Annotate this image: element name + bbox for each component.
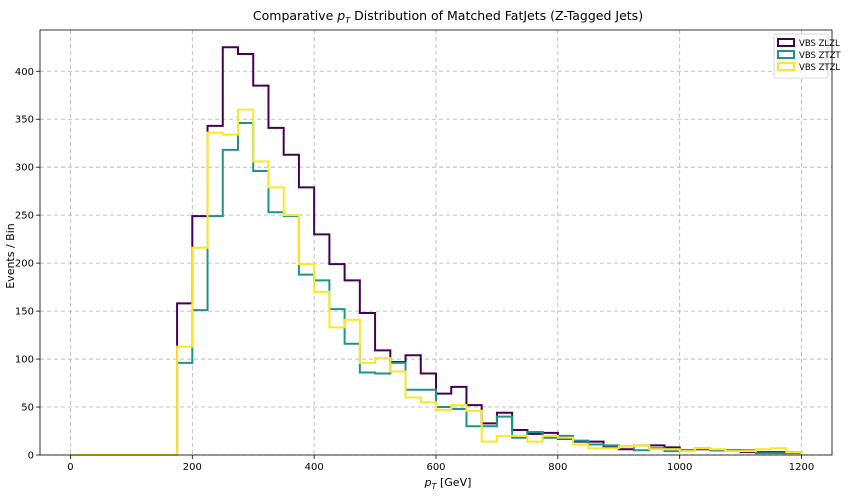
legend-swatch [777, 38, 795, 47]
plot-area: 0 200 400 600 800 1000 1200 0 50 100 150 200 250 300 3… [15, 29, 841, 473]
legend-label: VBS ZLZL [799, 39, 840, 49]
y-tick-label: 0 [28, 451, 34, 462]
y-tick-label: 350 [15, 115, 34, 126]
y-tick-label: 300 [15, 163, 34, 174]
y-tick-label: 200 [15, 259, 34, 270]
x-tick-label: 600 [426, 462, 445, 473]
x-tick-label: 400 [305, 462, 324, 473]
x-tick-label: 1000 [667, 462, 692, 473]
y-tick-label: 50 [21, 403, 34, 414]
legend-label: VBS ZTZL [799, 63, 840, 73]
y-axis-label: Events / Bin [4, 223, 17, 289]
legend-swatch [777, 50, 795, 59]
legend-label: VBS ZTZT [799, 51, 841, 61]
x-tick-label: 200 [183, 462, 202, 473]
series-line-vbs-ztzl [70, 108, 803, 456]
y-tick-label: 250 [15, 211, 34, 222]
x-tick-label: 0 [67, 462, 73, 473]
chart-title: Comparative pT Distribution of Matched F… [253, 8, 643, 25]
legend-swatch [777, 62, 795, 71]
x-tick-label: 1200 [789, 462, 814, 473]
x-tick-label: 800 [548, 462, 567, 473]
legend: VBS ZLZL VBS ZTZT VBS ZTZL [773, 33, 841, 79]
x-axis-label: pT [GeV] [424, 476, 472, 491]
y-tick-label: 100 [15, 355, 34, 366]
y-tick-label: 400 [15, 67, 34, 78]
y-tick-label: 150 [15, 307, 34, 318]
